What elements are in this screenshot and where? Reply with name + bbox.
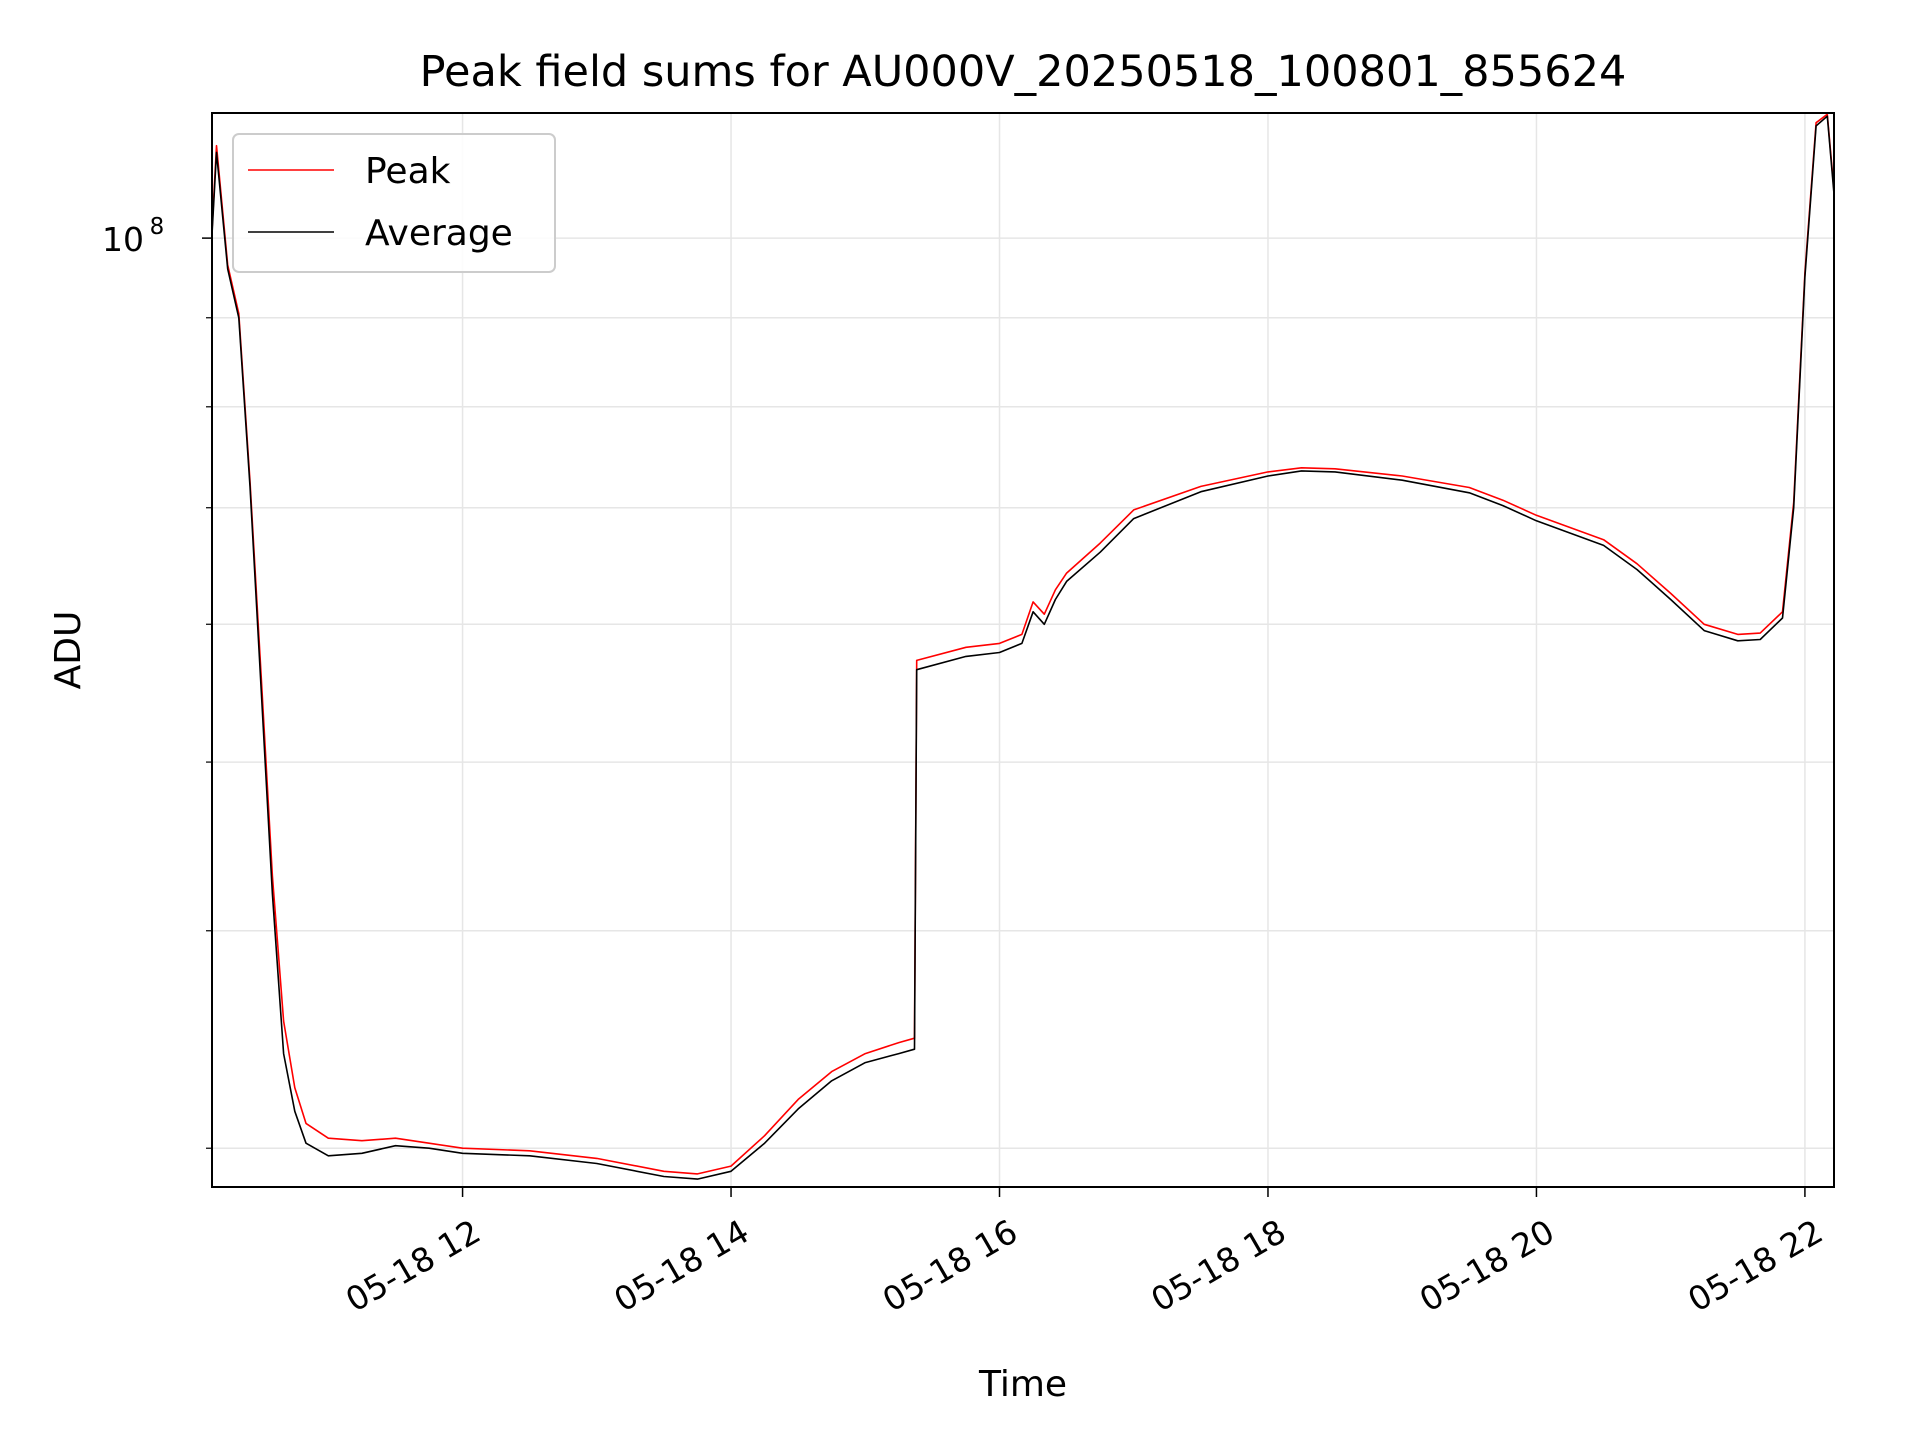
x-axis-label: Time — [978, 1364, 1067, 1405]
y-tick-label-exponent: 8 — [150, 214, 165, 240]
y-axis-label: ADU — [48, 611, 89, 690]
chart-title: Peak field sums for AU000V_20250518_1008… — [420, 47, 1627, 97]
legend-box — [232, 133, 556, 273]
y-tick-label: 10 — [102, 220, 144, 259]
legend-label-average: Average — [365, 213, 513, 254]
series-line-average — [211, 115, 1835, 1180]
series-layer — [211, 113, 1835, 1180]
plot-area-frame — [211, 112, 1835, 1188]
legend: Peak Average — [232, 133, 556, 273]
legend-label-peak: Peak — [365, 151, 451, 192]
series-line-peak — [211, 113, 1835, 1175]
grid-layer — [212, 113, 1834, 1187]
